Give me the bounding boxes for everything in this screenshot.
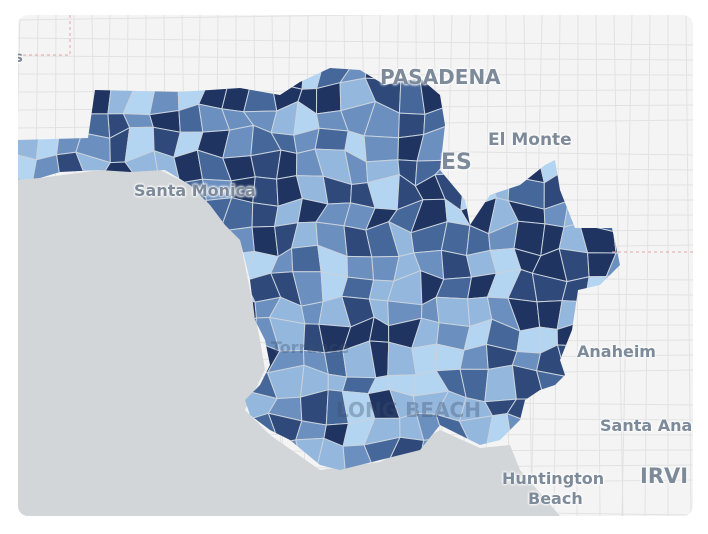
region[interactable] bbox=[363, 135, 400, 163]
road bbox=[18, 15, 390, 21]
county-boundary-line bbox=[18, 15, 71, 56]
region[interactable] bbox=[629, 200, 662, 233]
region[interactable] bbox=[630, 131, 665, 162]
region[interactable] bbox=[484, 364, 517, 403]
region[interactable] bbox=[204, 54, 230, 84]
region[interactable] bbox=[291, 244, 322, 273]
label-huntington: Huntington bbox=[502, 469, 605, 488]
region[interactable] bbox=[630, 80, 665, 115]
region[interactable] bbox=[487, 154, 515, 187]
region[interactable] bbox=[175, 54, 209, 88]
region[interactable] bbox=[516, 326, 542, 354]
region[interactable] bbox=[251, 202, 279, 228]
region[interactable] bbox=[341, 276, 375, 300]
region[interactable] bbox=[587, 160, 616, 182]
label-los-angeles: ES bbox=[441, 150, 472, 175]
region[interactable] bbox=[579, 370, 612, 396]
region[interactable] bbox=[109, 61, 136, 87]
region[interactable] bbox=[605, 252, 638, 278]
region[interactable] bbox=[540, 393, 569, 428]
region[interactable] bbox=[397, 112, 426, 139]
region[interactable] bbox=[634, 302, 665, 331]
region[interactable] bbox=[578, 196, 615, 233]
region[interactable] bbox=[30, 56, 62, 85]
region[interactable] bbox=[605, 271, 638, 307]
region[interactable] bbox=[536, 423, 568, 452]
region[interactable] bbox=[613, 155, 637, 182]
label-anaheim: Anaheim bbox=[577, 342, 656, 361]
region[interactable] bbox=[494, 88, 521, 108]
region[interactable] bbox=[629, 175, 658, 202]
region[interactable] bbox=[435, 296, 471, 328]
region[interactable] bbox=[609, 465, 641, 497]
region[interactable] bbox=[586, 105, 614, 140]
road bbox=[18, 55, 693, 61]
choropleth-map[interactable] bbox=[18, 15, 693, 516]
region[interactable] bbox=[228, 60, 257, 83]
label-santa-monica: Santa Monica bbox=[134, 181, 256, 200]
region[interactable] bbox=[565, 422, 593, 452]
region[interactable] bbox=[584, 275, 617, 307]
region[interactable] bbox=[607, 58, 637, 85]
region[interactable] bbox=[78, 61, 113, 84]
label-pasadena: PASADENA bbox=[380, 65, 501, 89]
region[interactable] bbox=[51, 107, 83, 134]
label-el-monte: El Monte bbox=[488, 130, 572, 150]
road bbox=[18, 37, 693, 46]
region[interactable] bbox=[606, 438, 635, 471]
label-santa-ana: Santa Ana bbox=[600, 416, 693, 435]
region[interactable] bbox=[315, 437, 346, 471]
region[interactable] bbox=[541, 79, 561, 111]
region[interactable] bbox=[250, 149, 282, 180]
region[interactable] bbox=[55, 61, 85, 86]
label-huntington-beach: Beach bbox=[528, 489, 583, 508]
region[interactable] bbox=[605, 104, 630, 136]
region[interactable] bbox=[346, 255, 375, 281]
map-canvas[interactable]: s PASADENA El Monte ES Santa Monica Torr… bbox=[18, 15, 693, 516]
region[interactable] bbox=[411, 343, 438, 376]
region[interactable] bbox=[314, 127, 349, 151]
region[interactable] bbox=[52, 79, 85, 115]
region[interactable] bbox=[18, 80, 33, 115]
label-long-beach: LONG BEACH bbox=[336, 398, 481, 422]
region[interactable] bbox=[554, 76, 590, 111]
road bbox=[621, 15, 633, 516]
ocean bbox=[18, 170, 560, 516]
region[interactable] bbox=[634, 272, 665, 305]
region[interactable] bbox=[460, 88, 496, 112]
region[interactable] bbox=[554, 54, 593, 82]
region[interactable] bbox=[563, 196, 583, 228]
region[interactable] bbox=[509, 80, 544, 110]
region[interactable] bbox=[531, 108, 561, 128]
region[interactable] bbox=[556, 157, 590, 176]
region[interactable] bbox=[315, 82, 342, 115]
region[interactable] bbox=[613, 231, 632, 254]
region[interactable] bbox=[612, 304, 634, 332]
region[interactable] bbox=[252, 176, 279, 207]
road bbox=[685, 15, 692, 516]
label-torrance: Torrance bbox=[271, 338, 350, 357]
region[interactable] bbox=[31, 82, 57, 115]
region[interactable] bbox=[536, 449, 568, 470]
region[interactable] bbox=[586, 126, 616, 164]
region[interactable] bbox=[631, 226, 663, 254]
region[interactable] bbox=[243, 81, 278, 113]
road bbox=[644, 15, 651, 516]
region[interactable] bbox=[155, 56, 179, 88]
label-irvine: IRVI bbox=[640, 464, 689, 488]
region[interactable] bbox=[631, 253, 662, 278]
label-left-edge: s bbox=[18, 48, 23, 66]
